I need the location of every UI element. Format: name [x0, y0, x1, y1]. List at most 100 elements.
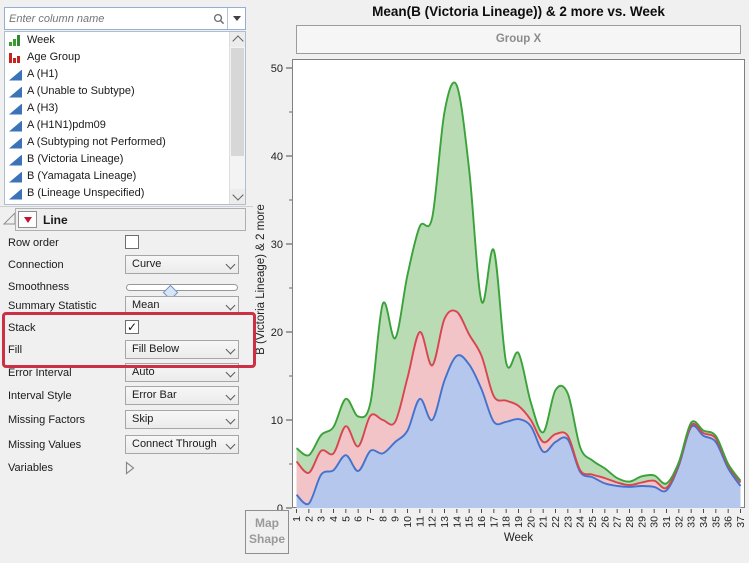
svg-text:31: 31: [661, 516, 673, 528]
property-row-interval-style: Interval Style Error Bar: [0, 386, 253, 406]
line-section-title: Line: [43, 212, 68, 227]
interval-style-dropdown[interactable]: Error Bar: [125, 386, 239, 405]
svg-text:25: 25: [587, 516, 599, 528]
svg-text:13: 13: [439, 516, 451, 528]
svg-text:24: 24: [575, 516, 587, 528]
svg-text:22: 22: [550, 516, 562, 528]
dropdown-value: Auto: [132, 366, 155, 378]
map-shape-button[interactable]: Map Shape: [245, 510, 289, 554]
nominal-bars-icon: [9, 52, 22, 64]
chevron-down-icon: [225, 390, 236, 401]
svg-text:10: 10: [402, 516, 414, 528]
missing-values-dropdown[interactable]: Connect Through: [125, 435, 239, 454]
ordinal-bars-icon: [9, 34, 22, 47]
continuous-triangle-icon: [9, 154, 22, 166]
svg-text:10: 10: [271, 415, 283, 427]
line-1: [295, 309, 742, 490]
column-item-label: A (Subtyping not Performed): [27, 136, 166, 148]
column-item[interactable]: A (Unable to Subtype): [5, 83, 245, 100]
scroll-up-button[interactable]: [230, 32, 245, 47]
scroll-down-button[interactable]: [230, 189, 245, 204]
error-interval-dropdown[interactable]: Auto: [125, 363, 239, 382]
group-x-dropzone[interactable]: Group X: [296, 25, 741, 54]
column-item[interactable]: B (Yamagata Lineage): [5, 168, 245, 185]
column-item-label: B (Victoria Lineage): [27, 153, 124, 165]
property-row-summary-statistic: Summary Statistic Mean: [0, 296, 253, 316]
variables-disclosure-icon[interactable]: [125, 461, 135, 478]
svg-text:9: 9: [390, 516, 402, 522]
column-item-label: B (Yamagata Lineage): [27, 170, 137, 182]
row-order-checkbox[interactable]: [125, 235, 139, 249]
stack-checkbox[interactable]: ✓: [125, 320, 139, 334]
search-dropdown-arrow[interactable]: [227, 8, 245, 29]
svg-text:19: 19: [513, 516, 525, 528]
svg-text:20: 20: [525, 516, 537, 528]
property-row-error-interval: Error Interval Auto: [0, 363, 253, 383]
column-item[interactable]: A (H1N1)pdm09: [5, 117, 245, 134]
svg-text:11: 11: [414, 516, 426, 527]
column-item-label: A (H1): [27, 68, 59, 80]
svg-text:20: 20: [271, 327, 283, 339]
scrollbar-thumb[interactable]: [231, 48, 244, 156]
column-item[interactable]: B (Victoria Lineage): [5, 151, 245, 168]
property-label: Missing Values: [8, 439, 82, 451]
chevron-down-icon: [225, 439, 236, 450]
fill-dropdown[interactable]: Fill Below: [125, 340, 239, 359]
property-label: Variables: [8, 462, 54, 474]
continuous-triangle-icon: [9, 188, 22, 200]
svg-text:33: 33: [686, 516, 698, 528]
column-item[interactable]: A (H1): [5, 66, 245, 83]
svg-text:26: 26: [599, 516, 611, 528]
column-item[interactable]: B (Lineage Unspecified): [5, 185, 245, 202]
column-item-label: Age Group: [27, 51, 81, 63]
column-search-box[interactable]: [4, 7, 246, 30]
smoothness-slider[interactable]: [126, 284, 238, 301]
chevron-down-icon: [225, 414, 236, 425]
column-item-label: B (Lineage Unspecified): [27, 187, 145, 199]
search-input[interactable]: [5, 12, 211, 25]
area-0: [296, 355, 741, 508]
svg-text:21: 21: [538, 516, 550, 528]
property-row-smoothness: Smoothness: [0, 277, 253, 301]
connection-dropdown[interactable]: Curve: [125, 255, 239, 274]
column-item[interactable]: Age Group: [5, 49, 245, 66]
property-label: Connection: [8, 259, 64, 271]
svg-text:50: 50: [271, 63, 283, 75]
svg-text:8: 8: [377, 516, 389, 522]
svg-text:23: 23: [562, 516, 574, 528]
svg-text:0: 0: [277, 503, 283, 515]
chart-title: Mean(B (Victoria Lineage)) & 2 more vs. …: [372, 4, 665, 19]
chevron-down-icon: [225, 300, 236, 311]
red-triangle-menu-button[interactable]: [18, 211, 37, 228]
svg-text:32: 32: [673, 516, 685, 528]
svg-text:2: 2: [303, 516, 315, 522]
column-item[interactable]: A (H3): [5, 100, 245, 117]
chevron-down-icon: [225, 259, 236, 270]
column-item[interactable]: Week: [5, 32, 245, 49]
continuous-triangle-icon: [9, 171, 22, 183]
dropdown-value: Connect Through: [132, 438, 217, 450]
x-axis-title: Week: [504, 532, 533, 544]
continuous-triangle-icon: [9, 103, 22, 115]
property-label: Error Interval: [8, 367, 72, 379]
svg-text:36: 36: [723, 516, 735, 528]
dropdown-value: Mean: [132, 299, 160, 311]
column-list-scrollbar[interactable]: [229, 32, 245, 204]
column-list-rows: Week Age Group A (H1) A (Unable to Subtype)…: [5, 32, 245, 202]
svg-text:37: 37: [735, 516, 747, 528]
line-section-header: Line: [15, 208, 246, 231]
search-icon[interactable]: [211, 8, 227, 29]
column-item-label: A (H3): [27, 102, 59, 114]
line-0: [295, 354, 742, 506]
svg-text:16: 16: [476, 516, 488, 528]
missing-factors-dropdown[interactable]: Skip: [125, 410, 239, 429]
svg-text:30: 30: [649, 516, 661, 528]
property-label: Interval Style: [8, 390, 72, 402]
svg-text:35: 35: [710, 516, 722, 528]
svg-text:4: 4: [328, 516, 340, 522]
svg-text:6: 6: [353, 516, 365, 522]
red-triangle-icon: [23, 216, 32, 223]
column-item[interactable]: A (Subtyping not Performed): [5, 134, 245, 151]
summary-statistic-dropdown[interactable]: Mean: [125, 296, 239, 315]
property-label: Row order: [8, 237, 59, 249]
